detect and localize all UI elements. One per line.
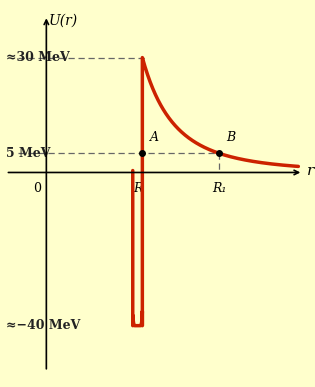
- Text: R: R: [133, 182, 142, 195]
- Text: 5 MeV: 5 MeV: [6, 147, 50, 160]
- Text: ≈−40 MeV: ≈−40 MeV: [6, 319, 80, 332]
- Text: U(r): U(r): [49, 14, 78, 27]
- Text: B: B: [226, 131, 236, 144]
- Text: r: r: [307, 164, 314, 178]
- Text: A: A: [150, 131, 159, 144]
- Text: 0: 0: [33, 182, 41, 195]
- Text: ≈30 MeV: ≈30 MeV: [6, 51, 69, 64]
- Text: R₁: R₁: [212, 182, 226, 195]
